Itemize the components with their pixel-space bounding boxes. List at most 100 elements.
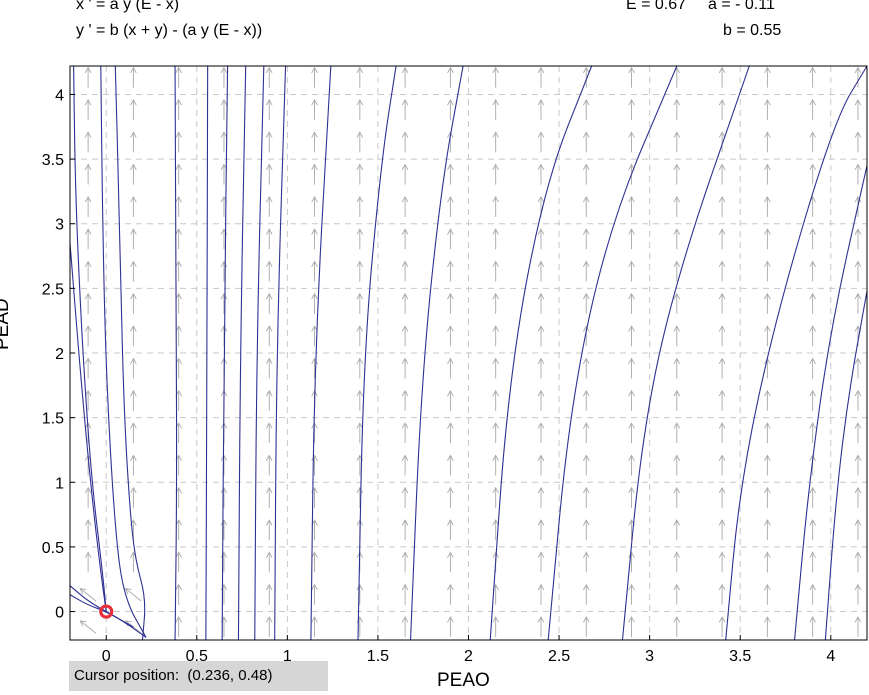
field-arrow-head <box>718 357 726 364</box>
field-arrow-head <box>401 551 409 558</box>
field-arrow-head <box>175 616 182 623</box>
field-arrow-head <box>401 486 409 494</box>
field-arrow-head <box>265 519 273 526</box>
field-arrow-head <box>265 325 273 332</box>
x-tick-label: 3 <box>645 648 654 665</box>
field-arrow-head <box>447 163 454 171</box>
field-arrow-head <box>130 195 137 203</box>
field-arrow-head <box>537 551 545 558</box>
field-arrow-head <box>84 66 92 74</box>
field-arrow-head <box>265 99 273 106</box>
field-arrow-head <box>175 325 182 332</box>
field-arrow-head <box>79 620 87 627</box>
field-arrow-head <box>809 292 816 300</box>
field-arrow-head <box>582 66 590 74</box>
field-arrow-head <box>401 325 409 332</box>
field-arrow-head <box>84 195 92 203</box>
field-arrow-head <box>718 66 726 74</box>
field-arrow-head <box>673 195 681 203</box>
field-arrow-head <box>582 99 590 106</box>
field-arrow-head <box>854 422 862 429</box>
x-tick-label: 0 <box>102 648 111 665</box>
field-arrow-head <box>673 616 681 623</box>
field-arrow-head <box>265 228 273 235</box>
field-arrow-head <box>673 99 681 106</box>
field-arrow-head <box>809 163 816 171</box>
field-arrow-head <box>265 260 273 268</box>
trajectory-14 <box>357 65 397 641</box>
field-arrow-head <box>764 422 771 429</box>
field-arrow-head <box>582 551 590 558</box>
field-arrow-head <box>764 99 771 106</box>
field-arrow-head <box>447 486 454 494</box>
trajectory-21 <box>824 290 868 641</box>
field-arrow-head <box>809 99 816 106</box>
field-arrow-head <box>447 583 454 591</box>
field-arrow-head <box>401 292 409 300</box>
field-arrow-head <box>401 454 409 461</box>
field-arrow-head <box>628 195 635 203</box>
field-arrow-head <box>537 292 545 300</box>
field-arrow-head <box>175 195 182 203</box>
field-arrow-head <box>401 228 409 235</box>
field-arrow-head <box>537 357 545 364</box>
field-arrow-head <box>311 131 318 138</box>
field-arrow-head <box>718 99 726 106</box>
field-arrow-head <box>718 325 726 332</box>
field-arrow-head <box>401 357 409 364</box>
field-arrow-head <box>447 99 454 106</box>
field-arrow-head <box>492 389 499 397</box>
parameter-a: a = - 0.11 <box>708 0 775 13</box>
field-arrow-head <box>175 131 182 138</box>
field-arrow-head <box>492 519 499 526</box>
cursor-position-label: Cursor position: <box>74 667 180 684</box>
field-arrow-head <box>447 195 454 203</box>
trajectory-16 <box>489 65 593 641</box>
field-arrow-head <box>447 357 454 364</box>
field-arrow-head <box>401 583 409 591</box>
field-arrow-head <box>220 131 228 138</box>
field-arrow-head <box>854 486 862 494</box>
field-arrow-head <box>582 454 590 461</box>
field-arrow-head <box>582 131 590 138</box>
field-arrow-head <box>673 551 681 558</box>
field-arrow-head <box>537 389 545 397</box>
field-arrow-head <box>718 292 726 300</box>
field-arrow-head <box>764 583 771 591</box>
field-arrow-head <box>265 66 273 74</box>
field-arrow-head <box>854 583 862 591</box>
field-arrow-head <box>854 131 862 138</box>
field-arrow-head <box>809 519 816 526</box>
field-arrow-head <box>628 99 635 106</box>
field-arrow-head <box>130 99 137 106</box>
field-arrow-head <box>130 357 137 364</box>
y-tick-label: 0 <box>55 605 64 622</box>
field-arrow-head <box>84 389 92 397</box>
field-arrow-head <box>130 66 137 74</box>
field-arrow-head <box>84 486 92 494</box>
x-tick-label: 2 <box>464 648 473 665</box>
field-arrow-head <box>124 587 132 595</box>
field-arrow-head <box>447 228 454 235</box>
field-arrow-head <box>537 519 545 526</box>
x-tick-label: 4 <box>826 648 835 665</box>
field-arrow-head <box>356 292 364 300</box>
field-arrow-head <box>854 99 862 106</box>
field-arrow-head <box>492 325 499 332</box>
field-arrow-head <box>447 422 454 429</box>
field-arrow-head <box>356 583 364 591</box>
field-arrow-head <box>718 519 726 526</box>
trajectory-5 <box>69 594 134 628</box>
field-arrow-head <box>130 486 137 494</box>
x-tick-label: 1.5 <box>367 648 389 665</box>
field-arrow-head <box>447 131 454 138</box>
field-arrow-head <box>673 228 681 235</box>
field-arrow-head <box>854 260 862 268</box>
field-arrow-head <box>356 131 364 138</box>
field-arrow-head <box>175 260 182 268</box>
field-arrow-head <box>356 325 364 332</box>
field-arrow-head <box>537 195 545 203</box>
field-arrow-head <box>673 260 681 268</box>
field-arrow-head <box>628 292 635 300</box>
